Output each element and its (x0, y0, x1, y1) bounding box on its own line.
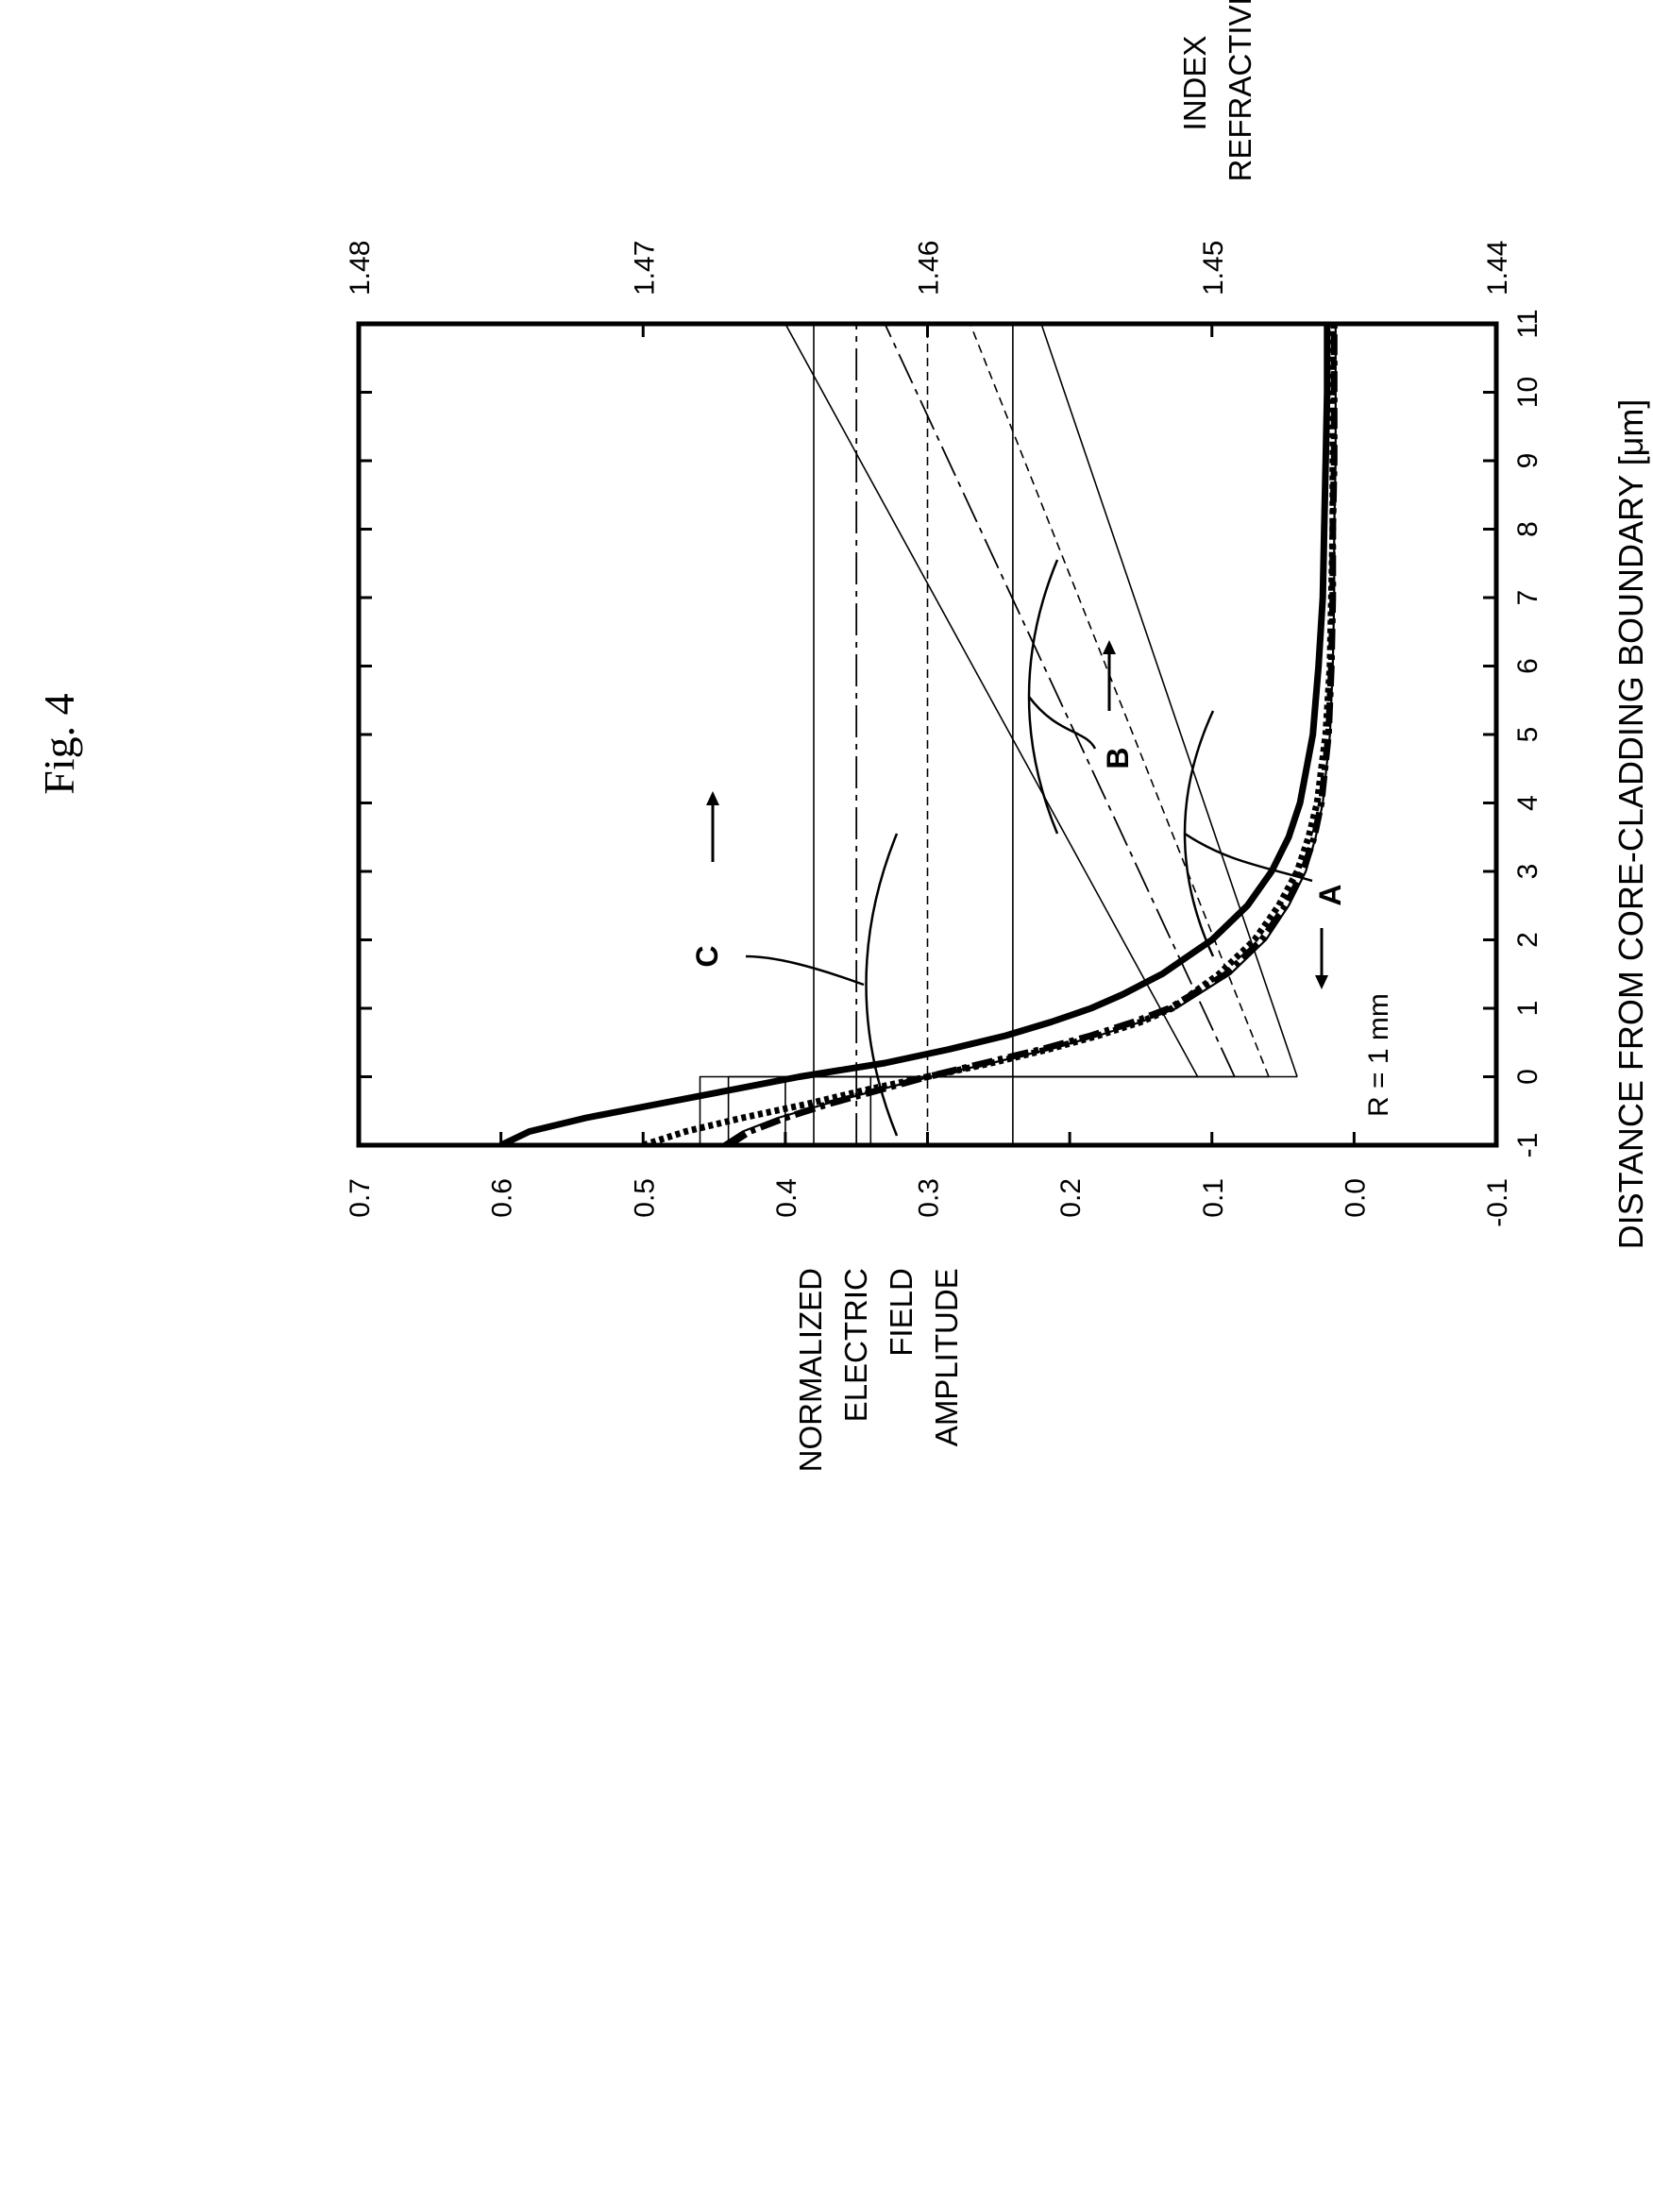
group-label-c: C (690, 945, 724, 967)
index-line-b-2 (884, 324, 1236, 1077)
brace-c (865, 833, 899, 1137)
y2-axis-label-line: INDEX (1177, 36, 1212, 131)
index-line-b-0 (1040, 324, 1298, 1077)
x-tick-label: 3 (1512, 864, 1543, 880)
x-axis-label: DISTANCE FROM CORE-CLADDING BOUNDARY [μm… (1611, 399, 1650, 1250)
x-tick-label: 8 (1512, 521, 1543, 537)
y2-tick-label: 1.44 (1482, 241, 1513, 295)
y-axis-label-line: NORMALIZED (793, 1268, 828, 1472)
y-tick-label: 0.6 (487, 1178, 518, 1218)
x-tick-label: 5 (1512, 727, 1543, 743)
arrow-b-head (1103, 640, 1116, 654)
y-tick-label: 0.7 (345, 1178, 376, 1218)
y2-axis-label-line: REFRACTIVE (1223, 0, 1257, 182)
field-curve-a-0 (499, 324, 1331, 1145)
x-tick-label: 1 (1512, 1001, 1543, 1017)
x-tick-label: 11 (1512, 309, 1543, 338)
brace-a-tail (1184, 832, 1313, 883)
x-tick-label: 7 (1512, 590, 1543, 606)
arrow-c-head (706, 791, 719, 805)
y2-tick-label: 1.46 (914, 241, 945, 295)
index-step-c-3 (699, 1075, 1198, 1145)
index-step-c-1 (784, 1075, 1269, 1145)
y-axis-label-line: ELECTRIC (838, 1268, 873, 1422)
y2-tick-label: 1.47 (629, 241, 660, 295)
y-axis-label-line: FIELD (884, 1268, 919, 1357)
y-tick-label: 0.1 (1198, 1178, 1229, 1218)
brace-c-tail (745, 954, 865, 987)
index-line-b-1 (969, 324, 1270, 1077)
y-tick-label: -0.1 (1482, 1178, 1513, 1227)
y-tick-label: 0.0 (1340, 1178, 1371, 1218)
group-label-a: A (1313, 884, 1347, 905)
field-curve-a-1 (642, 324, 1337, 1145)
y-tick-label: 0.2 (1055, 1178, 1087, 1218)
x-tick-label: 4 (1512, 795, 1543, 811)
y-axis-label-line: AMPLITUDE (929, 1268, 964, 1446)
field-curve-a-3 (720, 324, 1337, 1145)
y-tick-label: 0.3 (914, 1178, 945, 1218)
brace-a (1183, 710, 1215, 957)
y-tick-label: 0.5 (629, 1178, 660, 1218)
brace-b (1027, 559, 1059, 835)
x-tick-label: 10 (1512, 377, 1543, 408)
y-tick-label: 0.4 (771, 1178, 802, 1218)
x-tick-label: 6 (1512, 658, 1543, 674)
annotation-r: R = 1 mm (1363, 993, 1394, 1117)
x-tick-label: 9 (1512, 453, 1543, 469)
plot-area (499, 324, 1338, 1145)
plot-root: -1 0 1 2 3 4 5 6 7 8 9 10 11 DISTANCE FROM CORE-CLADD… (35, 0, 1650, 1472)
index-step-c-0 (869, 1075, 1298, 1145)
brace-b-tail (1028, 696, 1097, 750)
figure-title: Fig. 4 (35, 693, 83, 794)
index-line-b-3 (784, 324, 1199, 1077)
y2-tick-label: 1.45 (1198, 241, 1229, 295)
group-label-b: B (1101, 747, 1135, 768)
x-tick-label: 0 (1512, 1069, 1543, 1085)
y2-tick-label: 1.48 (345, 241, 376, 295)
x-tick-label: -1 (1512, 1133, 1543, 1158)
arrow-a-head (1315, 975, 1328, 989)
x-tick-label: 2 (1512, 932, 1543, 948)
